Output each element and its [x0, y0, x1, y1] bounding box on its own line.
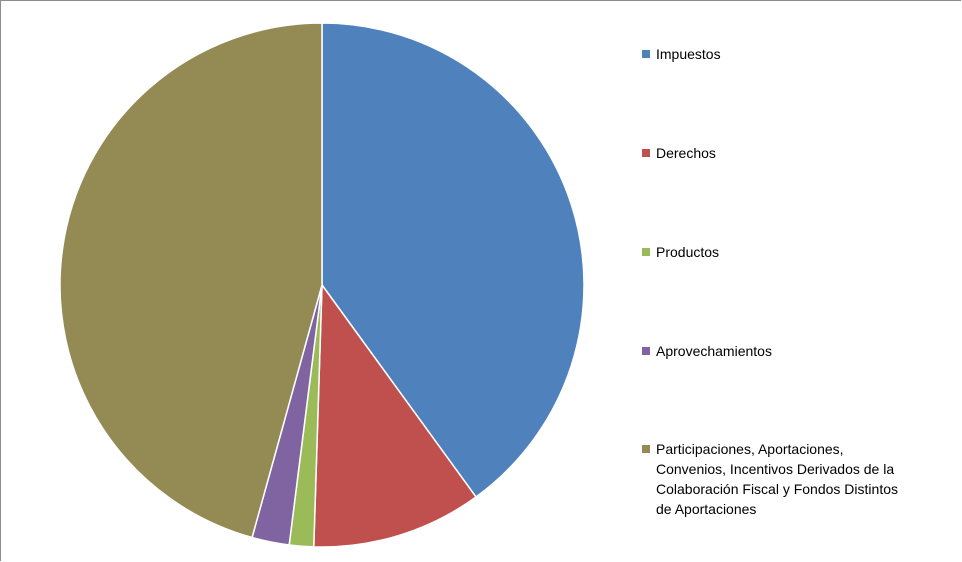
pie-slice-4 [59, 22, 323, 539]
legend-label: Participaciones, Aportaciones, Convenios… [656, 441, 898, 517]
legend-swatch-icon [642, 149, 650, 157]
pie-slice-1 [312, 282, 478, 548]
legend-item-productos: Productos [642, 242, 719, 262]
legend-item-derechos: Derechos [642, 143, 716, 163]
legend-label: Derechos [656, 145, 716, 161]
legend-label: Aprovechamientos [656, 343, 772, 359]
legend-item-aprovechamientos: Aprovechamientos [642, 341, 772, 361]
legend-item-impuestos: Impuestos [642, 44, 721, 64]
legend-label: Productos [656, 244, 720, 260]
pie-slice-0 [321, 22, 585, 499]
legend-swatch-icon [642, 347, 650, 355]
legend-label: Impuestos [656, 46, 721, 62]
legend-swatch-icon [642, 445, 650, 453]
legend-swatch-icon [642, 50, 650, 58]
legend-item-participaciones: Participaciones, Aportaciones, Convenios… [642, 439, 898, 519]
legend-swatch-icon [642, 248, 650, 256]
